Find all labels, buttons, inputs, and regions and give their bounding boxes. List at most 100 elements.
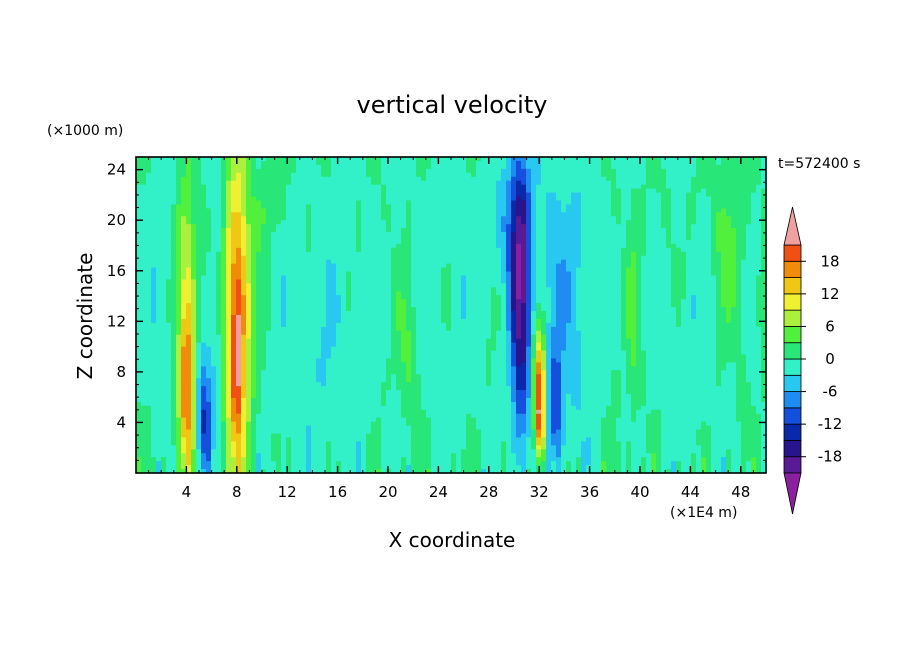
contour-cell [271,164,277,170]
contour-cell [456,172,462,178]
contour-cell [466,279,472,284]
contour-cell [546,239,552,245]
contour-cell [276,251,282,257]
contour-cell [506,311,512,316]
contour-cell [506,287,512,292]
contour-cell [181,176,187,182]
contour-cell [661,259,667,265]
contour-cell [296,295,302,300]
contour-cell [481,160,487,166]
contour-cell [621,224,627,229]
contour-cell [241,200,247,205]
contour-cell [341,295,347,300]
contour-cell [371,228,377,233]
contour-cell [606,157,612,162]
contour-cell [541,196,547,202]
contour-cell [736,275,742,281]
contour-cell [526,208,532,213]
contour-cell [241,307,247,312]
contour-cell [246,212,252,217]
contour-cell [556,160,562,166]
contour-cell [536,232,542,237]
x-axis-label: X coordinate [389,528,516,552]
contour-cell [571,295,577,300]
contour-cell [621,267,627,273]
contour-cell [371,176,377,182]
contour-cell [181,180,187,186]
contour-cell [361,251,367,257]
contour-cell [606,164,612,170]
contour-cell [611,216,617,221]
contour-cell [376,216,382,221]
contour-cell [406,184,412,190]
contour-cell [291,216,297,221]
contour-cell [406,188,412,194]
contour-cell [491,192,497,198]
contour-cell [231,263,237,269]
contour-cell [136,180,142,186]
contour-cell [656,295,662,300]
contour-cell [601,192,607,198]
contour-cell [341,259,347,265]
contour-cell [756,212,762,217]
contour-cell [366,157,372,162]
contour-cell [221,255,227,261]
contour-cell [251,180,257,186]
contour-cell [231,267,237,273]
contour-cell [596,164,602,170]
contour-cell [611,303,617,308]
contour-cell [636,295,642,300]
contour-cell [636,239,642,245]
contour-cell [671,224,677,229]
contour-cell [566,188,572,194]
contour-cell [511,192,517,198]
contour-cell [736,160,742,166]
contour-cell [146,299,152,304]
contour-cell [336,192,342,198]
contour-cell [536,259,542,265]
contour-cell [416,307,422,312]
contour-cell [216,247,222,253]
contour-cell [386,204,392,209]
contour-cell [381,188,387,194]
contour-cell [446,224,452,229]
contour-cell [706,232,712,237]
contour-cell [276,196,282,202]
contour-cell [701,172,707,178]
contour-cell [286,247,292,253]
contour-cell [456,228,462,233]
contour-cell [376,176,382,182]
contour-cell [526,271,532,277]
contour-cell [501,200,507,205]
contour-cell [196,168,202,174]
contour-cell [616,188,622,194]
contour-cell [686,247,692,253]
contour-cell [221,212,227,217]
contour-cell [146,228,152,233]
contour-cell [281,216,287,221]
contour-cell [736,259,742,265]
contour-cell [741,287,747,292]
contour-cell [391,212,397,217]
contour-cell [381,168,387,174]
contour-cell [756,228,762,233]
contour-cell [666,239,672,245]
contour-cell [516,307,522,312]
contour-cell [441,263,447,269]
contour-cell [721,259,727,265]
contour-cell [526,295,532,300]
contour-cell [626,267,632,273]
contour-cell [751,287,757,292]
contour-cell [536,295,542,300]
contour-cell [686,224,692,229]
contour-cell [676,291,682,296]
contour-cell [451,232,457,237]
contour-cell [646,283,652,288]
contour-cell [356,216,362,221]
contour-cell [746,164,752,170]
contour-cell [731,303,737,308]
contour-cell [281,220,287,225]
contour-cell [716,160,722,166]
contour-cell [136,311,142,316]
contour-cell [436,271,442,277]
